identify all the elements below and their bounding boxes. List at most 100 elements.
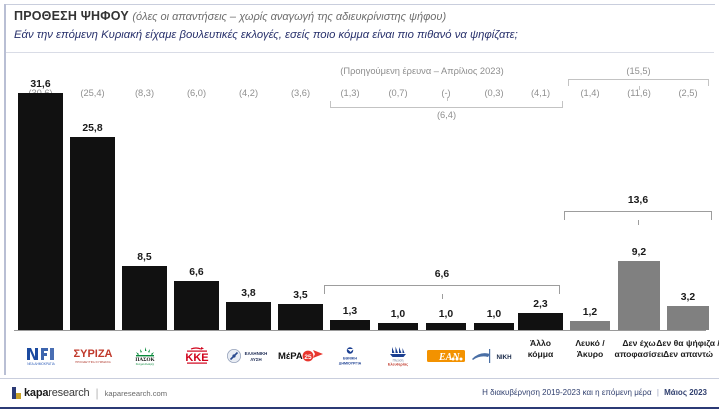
svg-text:ΕΘΝΙΚΗ: ΕΘΝΙΚΗ	[343, 357, 357, 361]
footer-separator: |	[656, 388, 659, 397]
bar-2	[70, 136, 115, 330]
bar-value-label: 3,5	[293, 289, 308, 301]
brand-name-rest: research	[48, 387, 90, 399]
top-border	[4, 4, 715, 5]
brand-logo: kaparesearch | kaparesearch.com	[12, 386, 167, 400]
bar-value-label: 31,6	[30, 79, 51, 90]
svg-text:Πλεύση: Πλεύση	[393, 359, 404, 363]
bar-value-label: 6,6	[189, 266, 204, 278]
party-logo-ΚΚΕ: ΚΚΕ	[166, 336, 227, 376]
bar-value-label: 1,2	[582, 307, 598, 318]
bar-13	[618, 261, 660, 330]
svg-text:Κίνημα Αλλαγής: Κίνημα Αλλαγής	[135, 362, 154, 366]
group-total-undecided: 13,6	[627, 195, 649, 206]
brand-url[interactable]: kaparesearch.com	[104, 388, 168, 398]
header-divider	[6, 52, 714, 53]
bar-value-label: 2,3	[533, 298, 548, 310]
svg-text:ΝΙΚΗ: ΝΙΚΗ	[496, 354, 512, 361]
svg-text:Ελευθερίας: Ελευθερίας	[388, 363, 408, 367]
bar-value-label: 9,2	[631, 247, 647, 258]
svg-text:ΚΚΕ: ΚΚΕ	[185, 352, 208, 364]
category-label-11: Άλλο κόμμα	[506, 338, 575, 359]
previous-group-total-small: (6,4)	[436, 110, 457, 120]
category-label-line1: Άλλο	[530, 338, 551, 348]
svg-text:ΠΑΣΟΚ: ΠΑΣΟΚ	[135, 357, 154, 363]
group-bracket-small	[324, 285, 560, 299]
bar-value-label: 1,0	[486, 308, 502, 320]
x-axis-line	[14, 330, 706, 331]
footer-right: Η διακυβέρνηση 2019-2023 και η επόμενη μ…	[482, 388, 707, 397]
category-label-line1: Δεν θα ψήφιζα /	[656, 338, 719, 348]
footer-date: Μάιος 2023	[664, 388, 707, 397]
category-label-line1: Λευκό /	[575, 338, 605, 348]
svg-text:25: 25	[304, 354, 312, 361]
bar-value-label: 1,0	[390, 308, 406, 320]
previous-value-label: (0,3)	[484, 88, 504, 98]
category-label-line2: Δεν απαντώ	[663, 348, 713, 359]
previous-value-label: (1,3)	[340, 88, 360, 98]
bar-5	[226, 301, 271, 330]
bar-value-label: 8,5	[137, 252, 152, 264]
footer-bar: kaparesearch | kaparesearch.com Η διακυβ…	[0, 378, 719, 409]
chart-header: ΠΡΟΘΕΣΗ ΨΗΦΟΥ (όλες οι απαντήσεις – χωρί…	[14, 9, 704, 42]
party-logo-ΣΥΡΙΖΑ: ΣΥΡΙΖΑ ΠΡΟΟΔΕΥΤΙΚΗ ΣΥΜΜΑΧΙΑ	[62, 336, 123, 376]
svg-text:ΔΗΜΙΟΥΡΓΙΑ: ΔΗΜΙΟΥΡΓΙΑ	[339, 362, 362, 366]
group-total-small: 6,6	[434, 269, 450, 280]
previous-value-label: (25,4)	[80, 88, 105, 98]
bar-12	[570, 321, 610, 330]
chart-plot-area: 31,6 25,8 8,5 6,6 3,8 3,5 1,3 1,0 1,0 1,0 2,3 1,2 9,…	[14, 79, 709, 331]
previous-survey-caption: (Προηγούμενη έρευνα – Απρίλιος 2023)	[340, 66, 504, 76]
party-logo-EAN: EAN	[418, 336, 474, 376]
bar-value-label: 3,2	[680, 292, 696, 303]
previous-value-label: (4,1)	[530, 88, 551, 98]
bar-1	[18, 93, 63, 330]
page-title: ΠΡΟΘΕΣΗ ΨΗΦΟΥ (όλες οι απαντήσεις – χωρί…	[14, 9, 704, 25]
brand-divider: |	[95, 386, 99, 400]
bar-7	[330, 320, 370, 330]
party-logo-ΝΙΚΗ: ΝΙΚΗ	[466, 336, 522, 376]
previous-group-total-undecided: (15,5)	[626, 66, 651, 76]
slide-frame	[4, 4, 715, 375]
category-label-14: Δεν θα ψήφιζα / Δεν απαντώ	[655, 338, 719, 359]
brand-name: kaparesearch	[24, 387, 90, 399]
svg-text:ΜέΡΑ: ΜέΡΑ	[278, 351, 303, 362]
x-axis-category-labels: ΝΕΑ ΔΗΜΟΚΡΑΤΙΑ ΣΥΡΙΖΑ ΠΡΟΟΔΕΥΤΙΚΗ ΣΥΜΜΑΧΙΑ…	[0, 334, 719, 376]
category-label-12: Λευκό / Άκυρο	[558, 338, 622, 359]
bar-10	[474, 322, 514, 330]
category-label-line2: κόμμα	[527, 348, 554, 359]
previous-value-label: (3,6)	[290, 88, 311, 98]
bar-14	[667, 306, 709, 330]
page-title-main: ΠΡΟΘΕΣΗ ΨΗΦΟΥ	[14, 9, 129, 23]
previous-value-label: (0,7)	[388, 88, 408, 98]
svg-text:EAN: EAN	[438, 352, 460, 363]
party-logo-ΝΔ: ΝΕΑ ΔΗΜΟΚΡΑΤΙΑ	[10, 336, 71, 376]
previous-value-label: (6,0)	[186, 88, 207, 98]
svg-text:ΠΡΟΟΔΕΥΤΙΚΗ ΣΥΜΜΑΧΙΑ: ΠΡΟΟΔΕΥΤΙΚΗ ΣΥΜΜΑΧΙΑ	[75, 360, 111, 364]
bar-4	[174, 280, 219, 330]
bar-11	[518, 312, 563, 330]
svg-text:ΝΕΑ ΔΗΜΟΚΡΑΤΙΑ: ΝΕΑ ΔΗΜΟΚΡΑΤΙΑ	[27, 362, 55, 366]
brand-name-bold: kapa	[24, 387, 49, 399]
party-logo-ΕΘΝΙΚΗ ΔΗΜΙΟΥΡΓΙΑ: ΕΘΝΙΚΗ ΔΗΜΙΟΥΡΓΙΑ	[322, 336, 378, 376]
previous-value-label: (4,2)	[238, 88, 259, 98]
page-title-note: (όλες οι απαντήσεις – χωρίς αναγωγή της …	[132, 11, 447, 23]
flag-icon	[12, 387, 21, 399]
footer-study-title: Η διακυβέρνηση 2019-2023 και η επόμενη μ…	[482, 388, 652, 397]
previous-value-label: (-)	[441, 88, 451, 98]
group-bracket-undecided	[564, 211, 712, 225]
party-logo-ΠΛΕΥΣΗ ΕΛΕΥΘΕΡΙΑΣ: Πλεύση Ελευθερίας	[370, 336, 426, 376]
category-label-line2: αποφασίσει	[614, 348, 664, 359]
bar-value-label: 3,8	[241, 287, 256, 299]
svg-text:ΕΛΛΗΝΙΚΗ: ΕΛΛΗΝΙΚΗ	[244, 351, 267, 356]
bar-3	[122, 266, 167, 330]
party-logo-ΕΛΛΗΝΙΚΗ ΛΥΣΗ: ΕΛΛΗΝΙΚΗ ΛΥΣΗ	[218, 336, 279, 376]
svg-text:ΛΥΣΗ: ΛΥΣΗ	[250, 357, 261, 362]
bar-6	[278, 303, 323, 330]
bar-value-label: 1,0	[438, 308, 454, 320]
bar-value-label: 1,3	[342, 306, 358, 318]
category-label-line2: Άκυρο	[576, 348, 604, 359]
previous-value-label: (1,4)	[580, 88, 600, 98]
bar-9	[426, 322, 466, 330]
bar-8	[378, 322, 418, 330]
previous-value-label: (8,3)	[134, 88, 155, 98]
